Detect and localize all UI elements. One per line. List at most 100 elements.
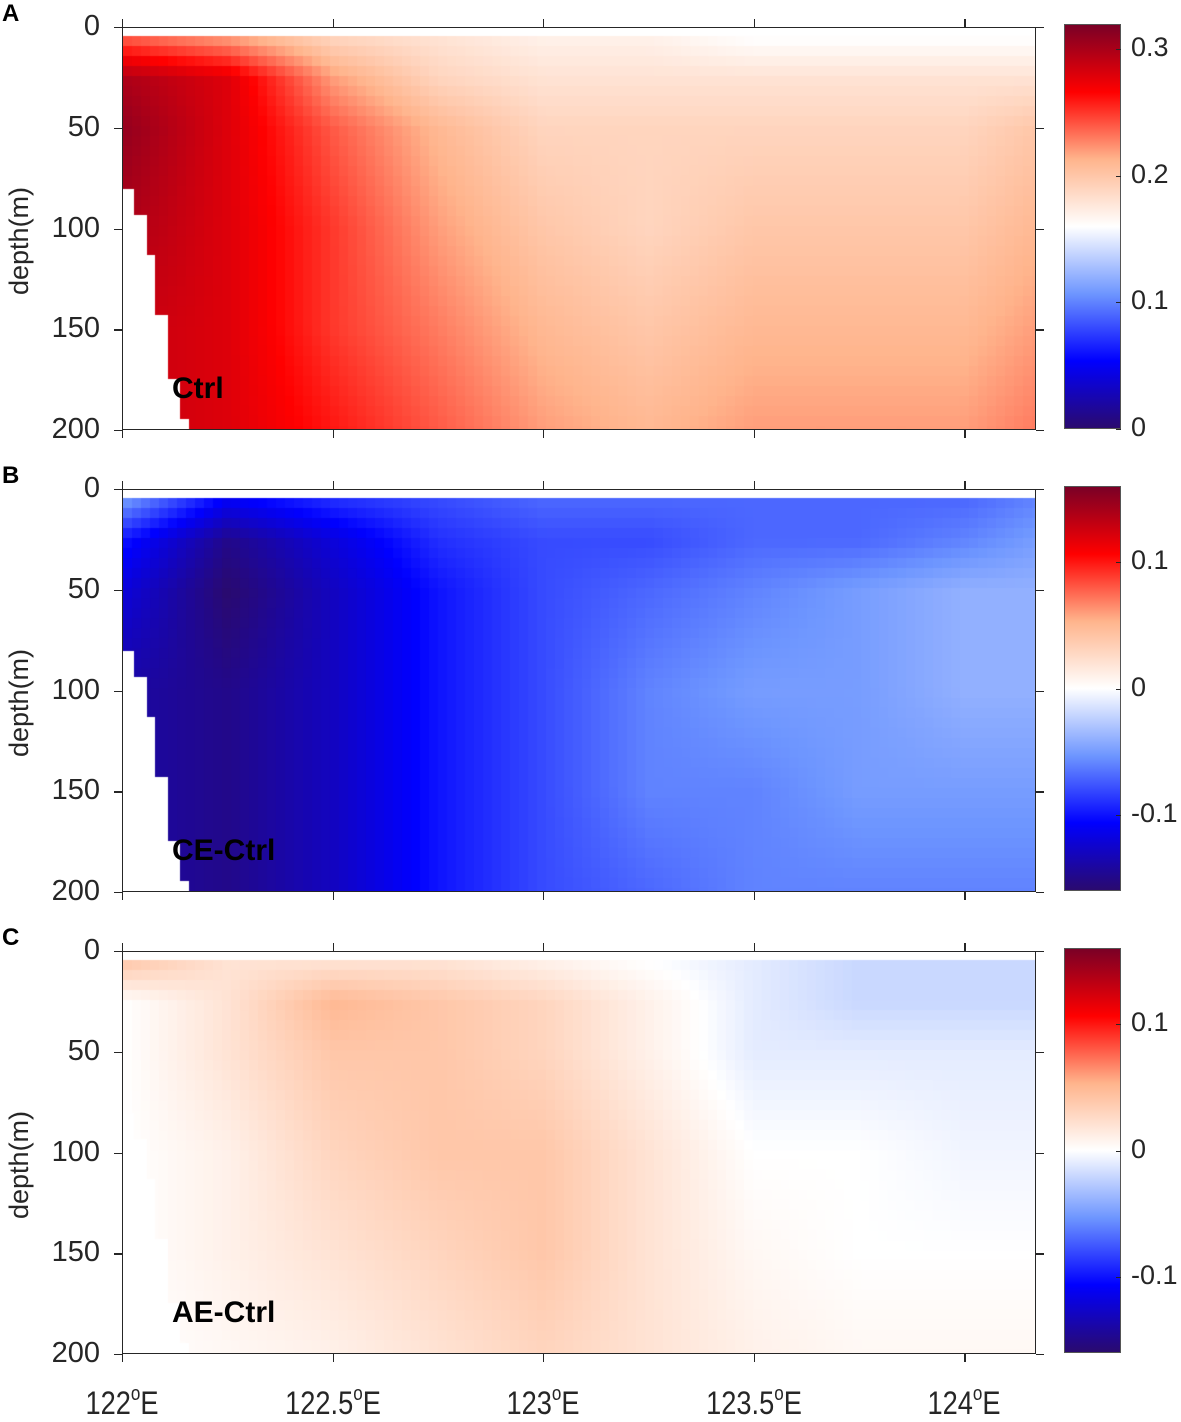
x-tick-value: 123 (506, 1385, 553, 1421)
panel-tag-label: AE-Ctrl (172, 1296, 276, 1329)
degree-symbol: o (130, 1383, 141, 1405)
y-tick-label: 150 (51, 774, 100, 807)
colorbar-c (1064, 948, 1121, 1353)
x-tick-mark (543, 19, 545, 27)
colorbar-tick (1116, 1150, 1121, 1152)
y-tick-mark (114, 329, 122, 331)
colorbar-a (1064, 24, 1121, 429)
y-tick-mark-right (1036, 951, 1044, 953)
y-tick-mark (114, 1051, 122, 1054)
x-tick-mark (332, 481, 334, 489)
y-tick-label: 200 (51, 413, 100, 445)
y-tick-label: 100 (51, 1135, 100, 1168)
x-tick-mark (543, 943, 545, 951)
y-tick-mark-right (1036, 690, 1044, 692)
colorbar-tick-label: 0 (1131, 412, 1147, 442)
x-tick-mark (753, 943, 756, 951)
y-tick-mark (114, 27, 122, 29)
y-tick-mark (114, 127, 122, 130)
y-tick-mark (114, 589, 122, 592)
y-tick-mark (114, 690, 122, 692)
y-tick-label: 50 (67, 110, 100, 143)
x-tick-mark (964, 481, 966, 489)
y-tick-label: 150 (51, 1236, 100, 1269)
x-tick-mark (543, 481, 545, 489)
y-tick-label: 200 (51, 1337, 100, 1369)
y-tick-mark-right (1036, 1051, 1044, 1054)
panel-tag-label: CE-Ctrl (172, 834, 276, 867)
heatmap-axes-a (122, 27, 1036, 430)
x-tick-mark (332, 19, 334, 27)
y-tick-mark-right (1036, 791, 1044, 793)
y-tick-label: 0 (83, 934, 100, 966)
y-tick-mark (114, 892, 122, 894)
heatmap-axes-b (122, 489, 1036, 892)
y-tick-mark-right (1036, 228, 1044, 230)
x-tick-suffix: E (362, 1385, 381, 1421)
panel-letter-b: B (2, 462, 20, 489)
colorbar-tick (1116, 1277, 1121, 1279)
x-tick-mark-bottom (543, 892, 545, 900)
x-tick-mark (122, 481, 124, 489)
x-tick-mark (122, 19, 124, 27)
x-tick-mark-bottom (122, 1354, 124, 1362)
panel-letter-c: C (2, 924, 20, 951)
y-tick-mark-right (1036, 1354, 1044, 1356)
x-tick-mark-bottom (964, 1354, 966, 1362)
colorbar-tick-label: 0.1 (1131, 1006, 1169, 1037)
x-tick-mark (332, 943, 334, 951)
y-tick-label: 100 (51, 673, 100, 706)
y-tick-mark-right (1036, 1152, 1044, 1154)
x-tick-mark-bottom (543, 430, 545, 438)
panel-tag-label: Ctrl (172, 372, 224, 405)
y-tick-mark (114, 951, 122, 953)
y-tick-mark-right (1036, 892, 1044, 894)
x-tick-mark-bottom (753, 1354, 756, 1362)
colorbar-tick-label: 0.1 (1131, 285, 1169, 316)
y-tick-mark-right (1036, 489, 1044, 491)
x-tick-mark (964, 19, 966, 27)
x-tick-label: 124oE (928, 1383, 1001, 1422)
heatmap-canvas (123, 952, 1035, 1353)
y-tick-mark (114, 228, 122, 230)
y-tick-label: 0 (83, 472, 100, 504)
y-tick-label: 50 (67, 572, 100, 605)
colorbar-tick (1116, 175, 1121, 177)
x-tick-mark (964, 943, 966, 951)
y-tick-mark-right (1036, 27, 1044, 29)
x-tick-mark-bottom (543, 1354, 545, 1362)
x-tick-mark (122, 943, 124, 951)
colorbar-tick-label: -0.1 (1131, 798, 1178, 829)
x-tick-suffix: E (783, 1385, 802, 1421)
colorbar-tick-label: 0 (1131, 1133, 1147, 1164)
colorbar-tick (1116, 49, 1121, 51)
x-tick-value: 123.5 (705, 1385, 775, 1421)
x-tick-suffix: E (982, 1385, 1001, 1421)
y-axis-label: depth(m) (4, 186, 34, 295)
y-axis-label: depth(m) (4, 648, 34, 757)
colorbar-tick (1116, 688, 1121, 690)
y-tick-mark (114, 1152, 122, 1154)
x-tick-mark (753, 19, 756, 27)
x-tick-mark-bottom (122, 430, 124, 438)
x-tick-mark-bottom (122, 892, 124, 900)
x-tick-suffix: E (561, 1385, 580, 1421)
y-tick-mark (114, 791, 122, 793)
x-tick-suffix: E (140, 1385, 159, 1421)
x-tick-mark-bottom (753, 430, 756, 438)
degree-symbol: o (352, 1383, 363, 1405)
x-tick-label: 122.5oE (285, 1383, 381, 1422)
y-tick-label: 100 (51, 211, 100, 244)
heatmap-canvas (123, 490, 1035, 891)
x-tick-label: 123.5oE (705, 1383, 802, 1422)
y-tick-mark (114, 489, 122, 491)
panel-letter-a: A (2, 0, 20, 27)
colorbar-b (1064, 486, 1121, 891)
degree-symbol: o (973, 1383, 983, 1405)
y-tick-label: 50 (67, 1034, 100, 1067)
colorbar-tick (1116, 561, 1121, 563)
y-tick-mark-right (1036, 329, 1044, 331)
y-tick-mark-right (1036, 430, 1044, 432)
heatmap-axes-c (122, 951, 1036, 1354)
colorbar-tick (1116, 1023, 1121, 1025)
